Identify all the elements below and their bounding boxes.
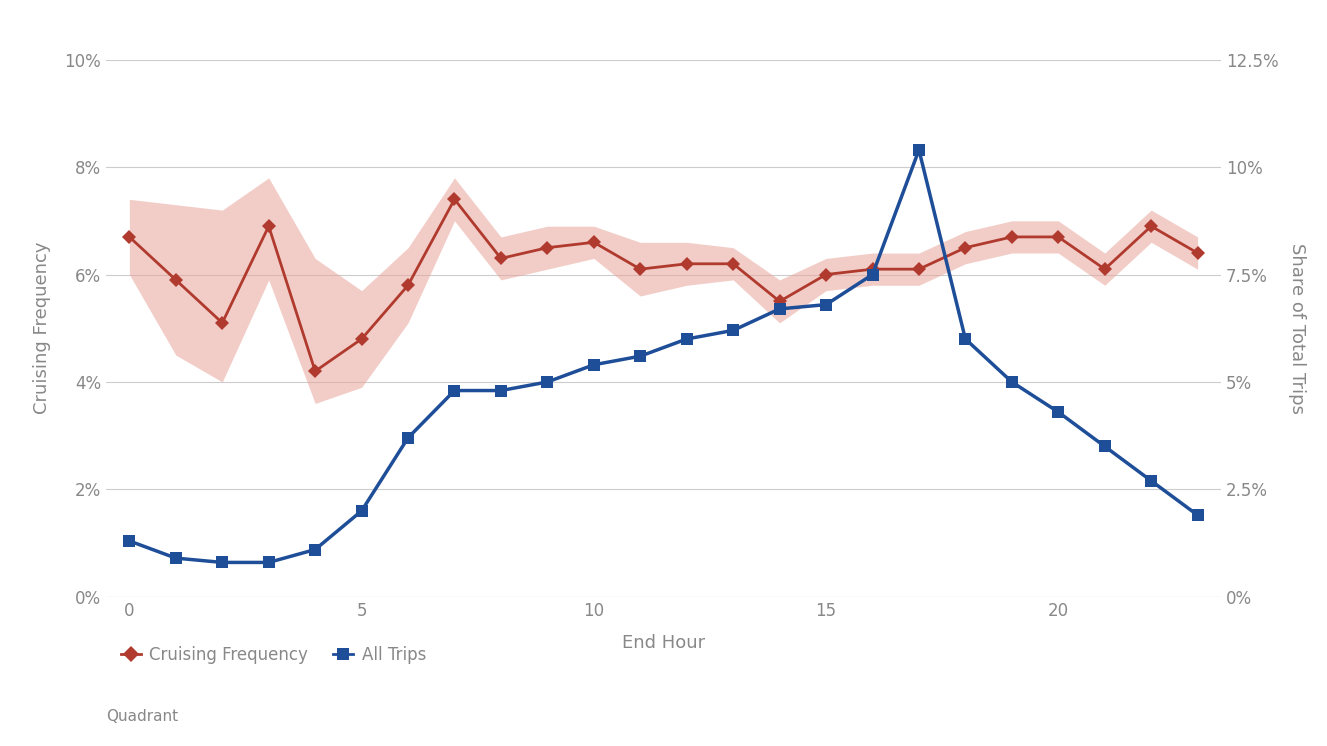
Y-axis label: Share of Total Trips: Share of Total Trips	[1289, 242, 1306, 414]
Legend: Cruising Frequency, All Trips: Cruising Frequency, All Trips	[114, 639, 433, 671]
Y-axis label: Cruising Frequency: Cruising Frequency	[33, 242, 50, 415]
X-axis label: End Hour: End Hour	[622, 633, 705, 651]
Text: Quadrant: Quadrant	[106, 709, 178, 724]
